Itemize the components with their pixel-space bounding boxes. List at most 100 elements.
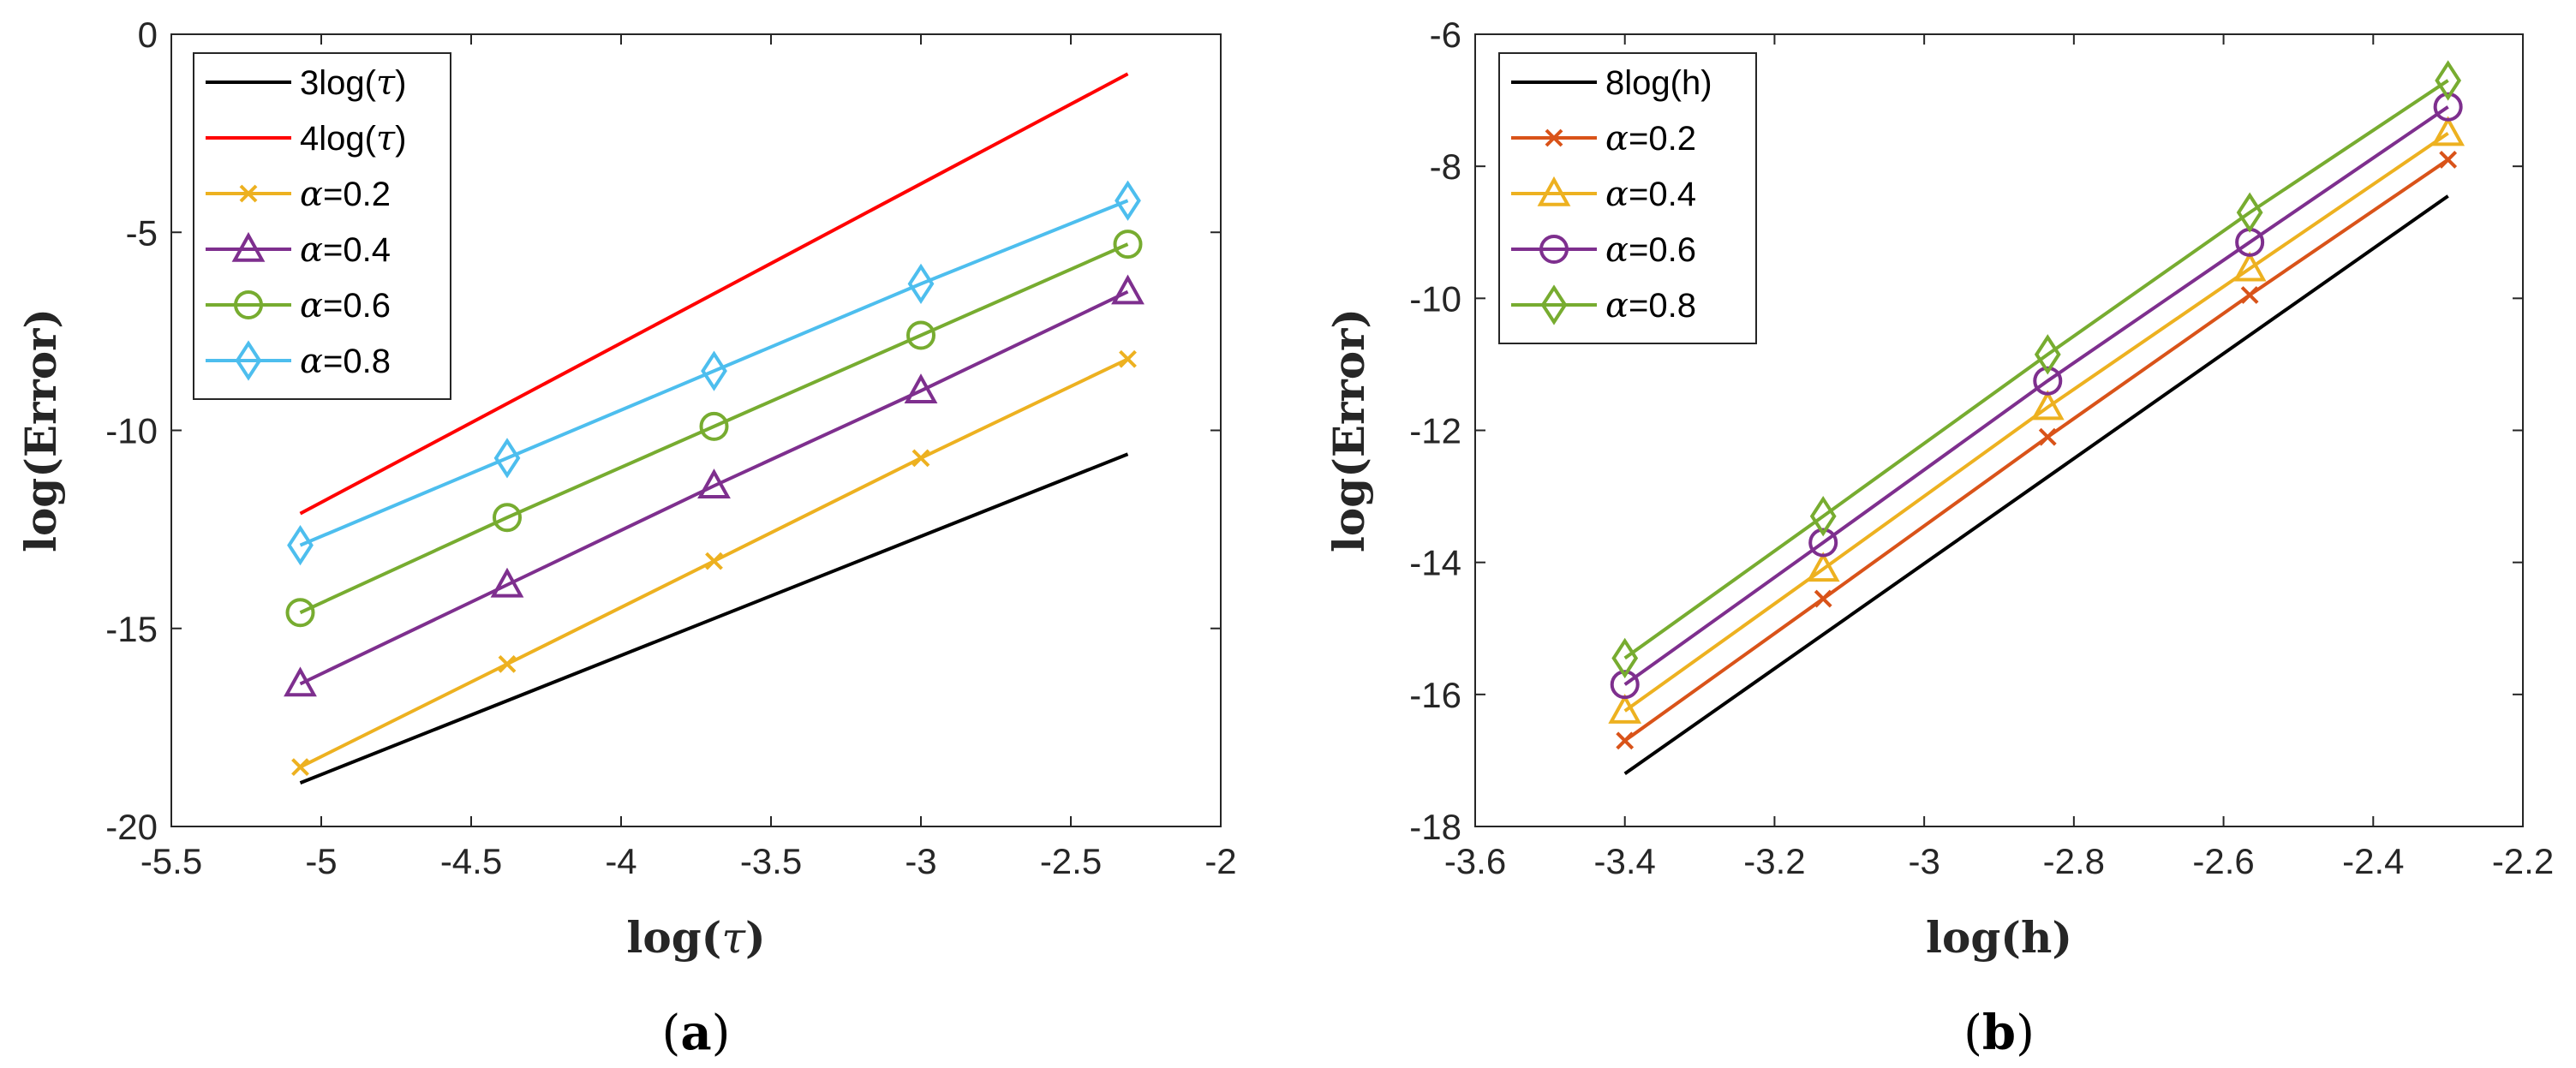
series-line (299, 289, 1129, 686)
series-α=0.6 (1610, 92, 2463, 700)
x-axis-label: log(h) (1926, 912, 2072, 963)
data-point-diamond (701, 350, 727, 391)
data-point-circle (285, 598, 315, 628)
x-tick-label: -3.5 (740, 841, 802, 881)
y-tick-label: -6 (1430, 15, 1461, 55)
data-point-diamond (493, 438, 521, 479)
legend-entry-label: α=0.6 (300, 286, 391, 325)
x-tick-label: -3.2 (1743, 841, 1805, 881)
data-point-triangle (2232, 251, 2267, 282)
y-tick-label: -5 (126, 212, 158, 253)
series-line (1623, 105, 2449, 686)
series-α=0.4 (1608, 116, 2465, 724)
series-line (299, 242, 1129, 615)
legend-entry-label: 3log(τ) (300, 63, 406, 103)
legend-entry-label: α=0.2 (300, 175, 391, 214)
data-point-circle (1113, 230, 1143, 260)
x-tick-label: -5.5 (140, 841, 202, 881)
legend-marker-circle (1539, 235, 1569, 264)
legend-marker-triangle (1537, 176, 1571, 206)
x-tick-label: -3.6 (1444, 841, 1506, 881)
data-point-triangle (490, 567, 524, 598)
data-point-circle (2433, 92, 2463, 122)
series-α=0.2 (291, 349, 1137, 777)
x-tick-label: -2.2 (2492, 841, 2554, 881)
data-point-x (911, 449, 930, 468)
series-line (1623, 79, 2449, 660)
y-tick-label: -15 (105, 609, 158, 649)
x-tick-label: -3.4 (1594, 841, 1656, 881)
data-point-circle (1808, 528, 1838, 558)
data-point-triangle (1806, 552, 1840, 582)
legend-marker-x (239, 184, 258, 203)
data-point-diamond (1809, 496, 1837, 537)
x-tick-label: -5 (305, 841, 337, 881)
data-point-triangle (284, 666, 317, 697)
series-α=0.2 (1616, 151, 2458, 750)
data-point-x (2439, 151, 2458, 169)
x-tick-label: -3 (905, 841, 936, 881)
legend-marker-circle (234, 290, 263, 319)
y-tick-label: -8 (1430, 146, 1461, 187)
data-point-triangle (2030, 390, 2065, 421)
series-4log(τ) (299, 72, 1129, 516)
series-line (299, 72, 1129, 516)
series-line (1623, 194, 2449, 775)
x-tick-label: -4 (605, 841, 637, 881)
legend: 3log(τ) 4log(τ) α=0.2 α=0.4 α=0.6 α=0.8 (193, 52, 451, 400)
y-axis-label: log(Error) (1324, 308, 1374, 552)
legend-entry-label: α=0.4 (1605, 175, 1696, 214)
x-tick-label: -2.8 (2043, 841, 2105, 881)
legend-entry-label: α=0.6 (1605, 230, 1696, 270)
series-α=0.8 (287, 180, 1141, 566)
x-tick-label: -2 (1204, 841, 1236, 881)
data-point-circle (906, 320, 935, 350)
series-line (299, 452, 1129, 785)
y-tick-label: -18 (1409, 807, 1461, 847)
x-axis-label: log(τ) (626, 912, 765, 963)
legend-entry-label: 4log(τ) (300, 119, 406, 158)
data-point-x (1119, 349, 1137, 368)
series-α=0.4 (284, 274, 1145, 697)
data-point-x (291, 758, 309, 777)
data-point-diamond (2435, 60, 2462, 101)
data-point-x (498, 654, 517, 673)
series-α=0.6 (285, 230, 1143, 628)
data-point-circle (699, 411, 729, 441)
data-point-x (2240, 286, 2259, 304)
legend-entry-label: 8log(h) (1605, 64, 1712, 102)
series-line (1623, 131, 2449, 713)
data-point-diamond (1115, 180, 1141, 221)
data-point-triangle (1608, 693, 1642, 724)
legend-entry-label: α=0.4 (300, 230, 391, 270)
x-tick-label: -2.5 (1040, 841, 1102, 881)
data-point-diamond (2034, 334, 2061, 375)
panel-label: (a) (661, 1005, 730, 1061)
y-tick-label: -10 (1409, 278, 1461, 319)
legend-entry-label: α=0.8 (1605, 286, 1696, 325)
legend-marker-diamond (1540, 284, 1568, 325)
data-point-circle (2033, 366, 2063, 396)
data-point-diamond (2236, 192, 2263, 233)
y-tick-label: 0 (138, 15, 158, 55)
y-axis-label: log(Error) (15, 308, 66, 552)
data-point-x (705, 552, 723, 570)
series-α=0.8 (1611, 60, 2462, 679)
x-tick-label: -2.6 (2192, 841, 2254, 881)
series-line (299, 199, 1129, 547)
legend-box (193, 52, 451, 400)
panel-b-chart: -3.6 -3.4 -3.2 -3 -2.8 -2.6 -2.4 -2.2 -6 -8 -10 -12… (1324, 15, 2554, 1061)
legend-marker-diamond (235, 340, 262, 381)
data-point-x (1616, 731, 1635, 750)
data-point-diamond (907, 263, 935, 305)
data-point-triangle (904, 373, 938, 404)
data-point-diamond (1611, 637, 1639, 679)
y-tick-label: -14 (1409, 543, 1461, 583)
data-point-circle (493, 503, 522, 533)
y-tick-label: -16 (1409, 675, 1461, 715)
data-point-x (1814, 589, 1832, 608)
data-point-triangle (2431, 116, 2465, 146)
y-tick-label: -12 (1409, 411, 1461, 451)
series-8log(h) (1623, 194, 2449, 775)
